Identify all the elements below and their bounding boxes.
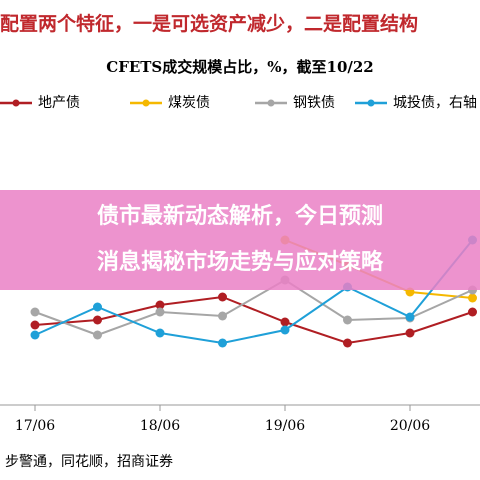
point	[218, 311, 227, 321]
point	[30, 320, 40, 330]
legend-marker	[367, 99, 375, 107]
point	[155, 307, 165, 317]
point	[93, 302, 102, 312]
x-tick-label: 20/06	[390, 418, 430, 434]
point	[30, 330, 40, 340]
source: 步警通，同花顺，招商证券	[5, 454, 173, 470]
point	[405, 328, 415, 338]
point	[155, 300, 165, 310]
series-line	[34, 295, 473, 345]
legend-label: 煤炭债	[168, 95, 210, 111]
legend-marker	[267, 99, 275, 107]
x-tick-label: 17/06	[15, 418, 55, 434]
point	[218, 338, 227, 348]
legend-marker	[142, 99, 150, 107]
point	[468, 293, 477, 303]
point	[280, 317, 290, 327]
chart-title: CFETS成交规模占比，%，截至10/22	[106, 58, 374, 76]
banner: 配置两个特征，一是可选资产减少，二是配置结构	[0, 12, 418, 35]
point	[343, 338, 352, 348]
point	[93, 315, 102, 325]
overlay-line: 消息揭秘市场走势与应对策略	[96, 250, 383, 275]
point	[93, 330, 102, 340]
point	[468, 307, 477, 317]
x-tick-label: 19/06	[265, 418, 305, 434]
point	[218, 292, 227, 302]
point	[30, 307, 40, 317]
point	[280, 325, 290, 335]
point	[343, 315, 352, 325]
overlay-line: 债市最新动态解析，今日预测	[96, 204, 383, 229]
series-line	[34, 278, 473, 337]
point	[155, 328, 165, 338]
legend-label: 地产债	[38, 95, 80, 111]
x-tick-label: 18/06	[140, 418, 180, 434]
legend-label: 城投债，右轴	[393, 95, 477, 111]
series-line	[34, 239, 474, 345]
overlay-banner: 债市最新动态解析，今日预测 消息揭秘市场走势与应对策略	[0, 190, 480, 290]
legend-marker	[12, 99, 20, 107]
point	[405, 312, 415, 322]
legend-label: 钢铁债	[293, 95, 335, 111]
